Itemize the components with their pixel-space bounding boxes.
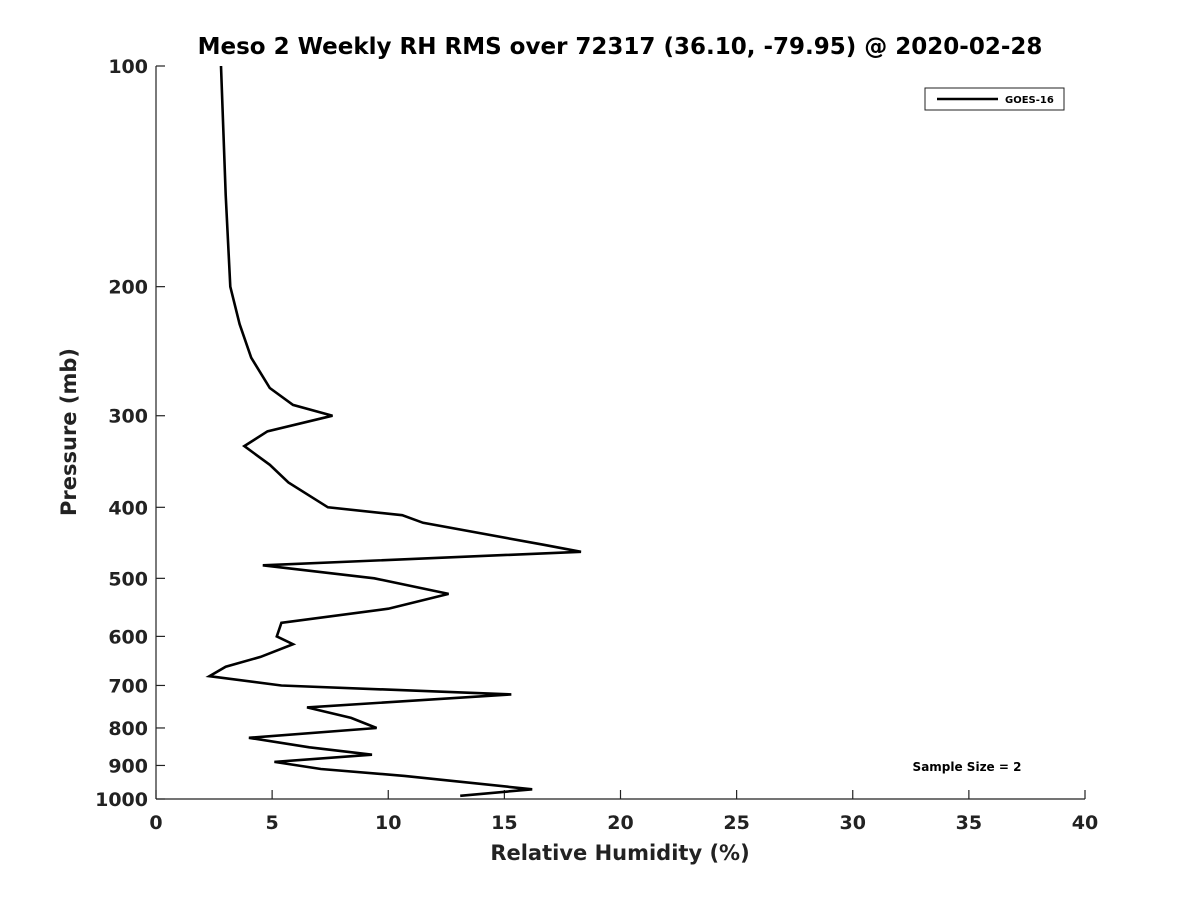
x-tick-label: 35 xyxy=(956,812,982,834)
series-layer xyxy=(205,65,582,798)
x-axis-ticks: 0 5 10 15 20 25 30 35 40 xyxy=(149,790,1098,834)
y-tick-label: 600 xyxy=(108,626,148,648)
legend-label-goes-16: GOES-16 xyxy=(1005,95,1054,106)
plot-area: 0 5 10 15 20 25 30 35 40 100 200 300 400 500 600 700 80… xyxy=(95,56,1098,834)
x-tick-label: 25 xyxy=(723,812,749,834)
x-tick-label: 10 xyxy=(375,812,401,834)
y-tick-label: 800 xyxy=(108,718,148,740)
y-tick-label: 100 xyxy=(108,56,148,78)
y-tick-label: 300 xyxy=(108,406,148,428)
x-tick-label: 30 xyxy=(840,812,866,834)
x-axis-label: Relative Humidity (%) xyxy=(490,841,749,865)
chart-title: Meso 2 Weekly RH RMS over 72317 (36.10, … xyxy=(198,34,1043,60)
legend: GOES-16 xyxy=(924,87,1065,111)
y-tick-label: 1000 xyxy=(95,789,148,811)
series-line-goes-16 xyxy=(205,65,582,798)
sample-size-annotation: Sample Size = 2 xyxy=(913,760,1022,774)
x-tick-label: 20 xyxy=(607,812,633,834)
y-tick-label: 200 xyxy=(108,277,148,299)
x-tick-label: 5 xyxy=(266,812,279,834)
y-tick-label: 900 xyxy=(108,755,148,777)
y-axis-label: Pressure (mb) xyxy=(57,348,81,516)
y-tick-label: 700 xyxy=(108,675,148,697)
x-tick-label: 15 xyxy=(491,812,517,834)
y-tick-label: 400 xyxy=(108,497,148,519)
x-tick-label: 40 xyxy=(1072,812,1098,834)
y-axis-ticks: 100 200 300 400 500 600 700 800 900 1000 xyxy=(95,56,165,811)
x-tick-label: 0 xyxy=(149,812,162,834)
y-tick-label: 500 xyxy=(108,568,148,590)
